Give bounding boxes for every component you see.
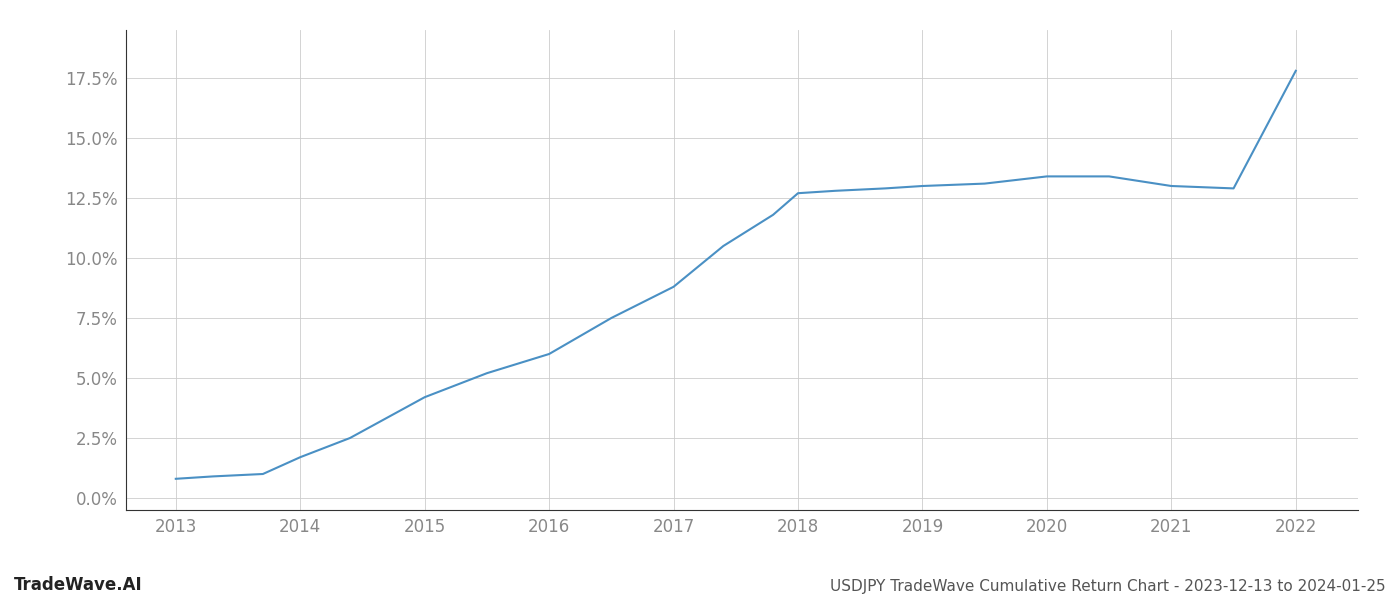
Text: TradeWave.AI: TradeWave.AI	[14, 576, 143, 594]
Text: USDJPY TradeWave Cumulative Return Chart - 2023-12-13 to 2024-01-25: USDJPY TradeWave Cumulative Return Chart…	[830, 579, 1386, 594]
